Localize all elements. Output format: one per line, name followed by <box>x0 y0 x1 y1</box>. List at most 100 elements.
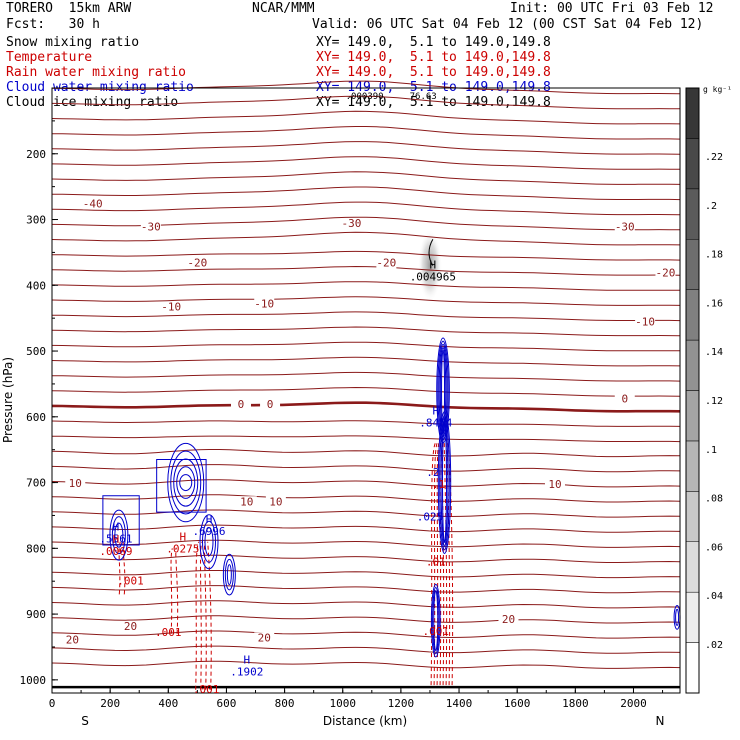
rain-contour <box>207 541 212 690</box>
colorbar-tick-label: .12 <box>705 396 723 407</box>
cloud-water-label: .025 <box>417 511 444 524</box>
extremum-value: .6996 <box>192 525 225 538</box>
x-tick-label: 1200 <box>388 697 415 710</box>
temperature-isotherm <box>51 539 681 548</box>
colorbar-bin <box>685 491 700 543</box>
plot-frame <box>51 87 681 694</box>
temperature-isotherm <box>51 250 681 261</box>
temperature-label: 0 <box>238 398 245 411</box>
colorbar-bin <box>685 289 700 341</box>
temperature-isotherm <box>51 201 681 216</box>
rain-contour <box>195 541 200 690</box>
cloud-water-outline <box>102 495 140 546</box>
cloud-water-label: .2 <box>426 466 439 479</box>
rain-contour <box>170 548 173 634</box>
label-mask <box>544 479 565 491</box>
cloud-water-contour <box>173 458 199 507</box>
cloud-water-contour <box>437 411 452 554</box>
x-tick-label: 200 <box>100 697 120 710</box>
y-tick-label: 300 <box>26 214 46 227</box>
temperature-label: 0 <box>621 393 628 406</box>
temperature-isotherm <box>51 341 681 352</box>
label-mask <box>614 393 635 405</box>
cloud-water-contour <box>202 520 216 563</box>
colorbar-tick-label: .2 <box>705 201 717 212</box>
temperature-isotherm <box>51 281 681 291</box>
temperature-label: 10 <box>548 478 561 491</box>
cloud-water-contour <box>432 587 440 655</box>
inline-value-label: .000390 <box>346 92 384 102</box>
x-tick-label: 2000 <box>620 697 647 710</box>
cloud-water-contour <box>204 527 214 557</box>
cloud-water-contour <box>440 418 449 547</box>
label-mask <box>260 398 281 410</box>
temperature-label: 20 <box>258 631 271 644</box>
rain-label: .01 <box>426 555 446 568</box>
field-xy-rain: XY= 149.0, 5.1 to 149.0,149.8 <box>316 65 551 80</box>
temperature-label: 20 <box>124 620 137 633</box>
label-mask <box>230 398 251 410</box>
cloud-water-contour <box>675 608 680 626</box>
cloud-water-contour <box>111 516 126 555</box>
temperature-isotherm <box>51 141 681 155</box>
temperature-label: -20 <box>376 257 396 270</box>
colorbar-tick-label: .22 <box>705 152 723 163</box>
y-axis-label: Pressure (hPa) <box>1 357 15 443</box>
colorbar-bin <box>685 239 700 290</box>
temperature-isotherm <box>51 585 681 594</box>
rain-contour <box>200 541 203 690</box>
temperature-isotherm <box>51 494 681 503</box>
temperature-isotherm <box>51 479 681 488</box>
x-axis-label: Distance (km) <box>323 714 407 728</box>
y-tick-label: 800 <box>26 542 46 555</box>
cloud-water-contour <box>442 422 447 544</box>
label-mask <box>82 198 103 210</box>
colorbar-tick-label: .1 <box>705 445 717 456</box>
temperature-isotherm <box>51 660 681 669</box>
temperature-isotherm <box>51 386 681 397</box>
cloud-ice-contour <box>428 238 434 266</box>
field-label-cloud-ice: Cloud ice mixing ratio <box>6 95 179 110</box>
temperature-label: -40 <box>83 197 103 210</box>
x-tick-label: 0 <box>49 697 56 710</box>
y-tick-label: 900 <box>26 608 46 621</box>
valid-time: Valid: 06 UTC Sat 04 Feb 12 (00 CST Sat … <box>312 17 704 32</box>
temperature-isotherm <box>51 311 681 322</box>
extremum-value: .1902 <box>230 665 263 678</box>
colorbar-tick-label: .06 <box>705 542 723 553</box>
temperature-contours <box>51 80 681 689</box>
cloud-water-contour <box>224 558 234 591</box>
label-mask <box>140 221 161 233</box>
inline-value-label: 76.63 <box>410 92 437 102</box>
extremum-mark: H <box>430 259 437 272</box>
y-tick-label: 600 <box>26 411 46 424</box>
temperature-label: 0 <box>267 398 274 411</box>
label-mask <box>341 218 362 230</box>
colorbar-tick-label: .02 <box>705 640 723 651</box>
rain-label: .001 <box>117 574 144 587</box>
y-tick-label: 200 <box>26 148 46 161</box>
temperature-label: 20 <box>66 633 79 646</box>
cloud-water-contours <box>102 337 681 658</box>
x-axis-right-end: N <box>656 714 665 728</box>
colorbar-border <box>685 87 700 694</box>
cloud-water-contour <box>433 590 439 652</box>
x-tick-label: 1600 <box>504 697 531 710</box>
extremum-mark: H <box>432 405 439 418</box>
temperature-isotherm <box>51 554 681 563</box>
label-mask <box>120 621 141 633</box>
colorbar-bin <box>685 138 700 190</box>
temperature-label: -20 <box>187 257 207 270</box>
label-mask <box>62 634 83 646</box>
contour-labels: -40 -30 -30 -30 -20 -20 -20 -10 -10 -10 0 0 0 10 10 10 1… <box>62 92 676 696</box>
label-mask <box>265 496 286 508</box>
temperature-isotherm <box>51 156 681 170</box>
rain-label: .001 <box>155 626 182 639</box>
temperature-isotherm <box>51 171 681 185</box>
temperature-isotherm <box>51 356 681 367</box>
colorbar-tick-label: .08 <box>705 494 723 505</box>
colorbar-tick-label: .04 <box>705 591 723 602</box>
temperature-label: -10 <box>254 297 274 310</box>
field-xy-snow: XY= 149.0, 5.1 to 149.0,149.8 <box>316 35 551 50</box>
snow-shading-patch <box>417 229 442 302</box>
